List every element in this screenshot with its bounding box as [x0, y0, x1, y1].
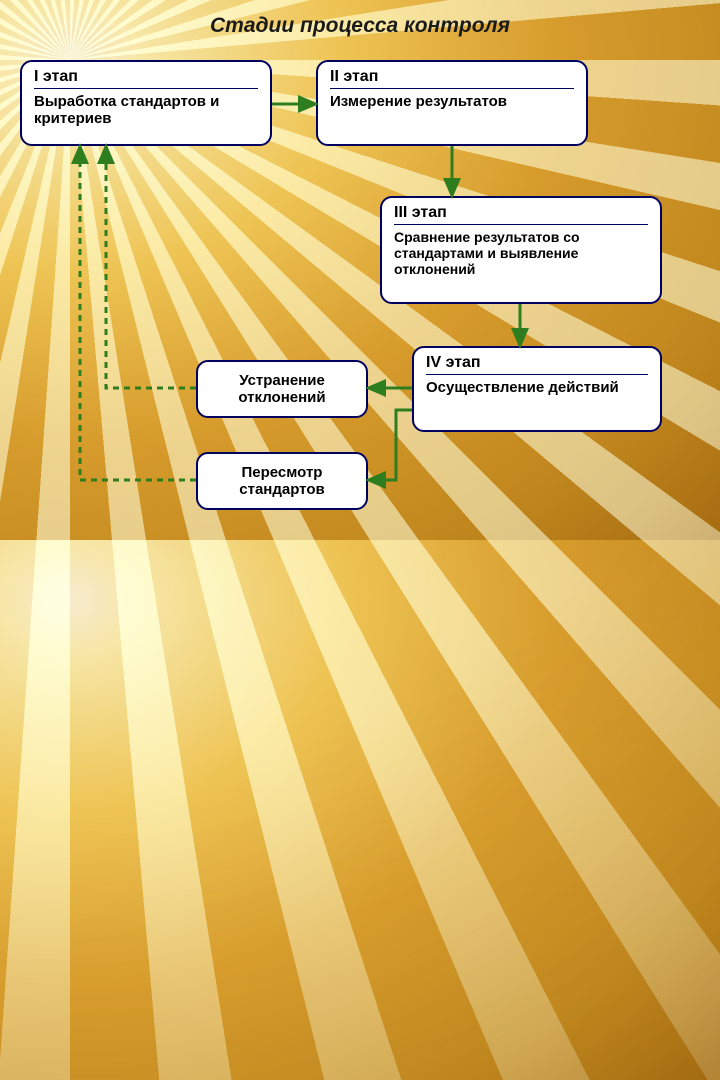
- stage-4-header: IV этап: [426, 354, 648, 375]
- stage-4-body: Осуществление действий: [426, 379, 648, 396]
- revise-standards-body: Пересмотр стандартов: [210, 464, 354, 498]
- stage-1-header: I этап: [34, 68, 258, 89]
- sunburst-background: [0, 0, 720, 1080]
- eliminate-deviations-body: Устранение отклонений: [210, 372, 354, 406]
- stage-1-box: I этап Выработка стандартов и критериев: [20, 60, 272, 146]
- stage-4-box: IV этап Осуществление действий: [412, 346, 662, 432]
- revise-standards-box: Пересмотр стандартов: [196, 452, 368, 510]
- stage-2-box: II этап Измерение результатов: [316, 60, 588, 146]
- stage-3-body: Сравнение результатов со стандартами и в…: [394, 229, 648, 277]
- stage-3-header: III этап: [394, 204, 648, 225]
- stage-2-header: II этап: [330, 68, 574, 89]
- eliminate-deviations-box: Устранение отклонений: [196, 360, 368, 418]
- diagram-title: Стадии процесса контроля: [0, 14, 720, 38]
- stage-2-body: Измерение результатов: [330, 93, 574, 110]
- stage-1-body: Выработка стандартов и критериев: [34, 93, 258, 127]
- stage-3-box: III этап Сравнение результатов со станда…: [380, 196, 662, 304]
